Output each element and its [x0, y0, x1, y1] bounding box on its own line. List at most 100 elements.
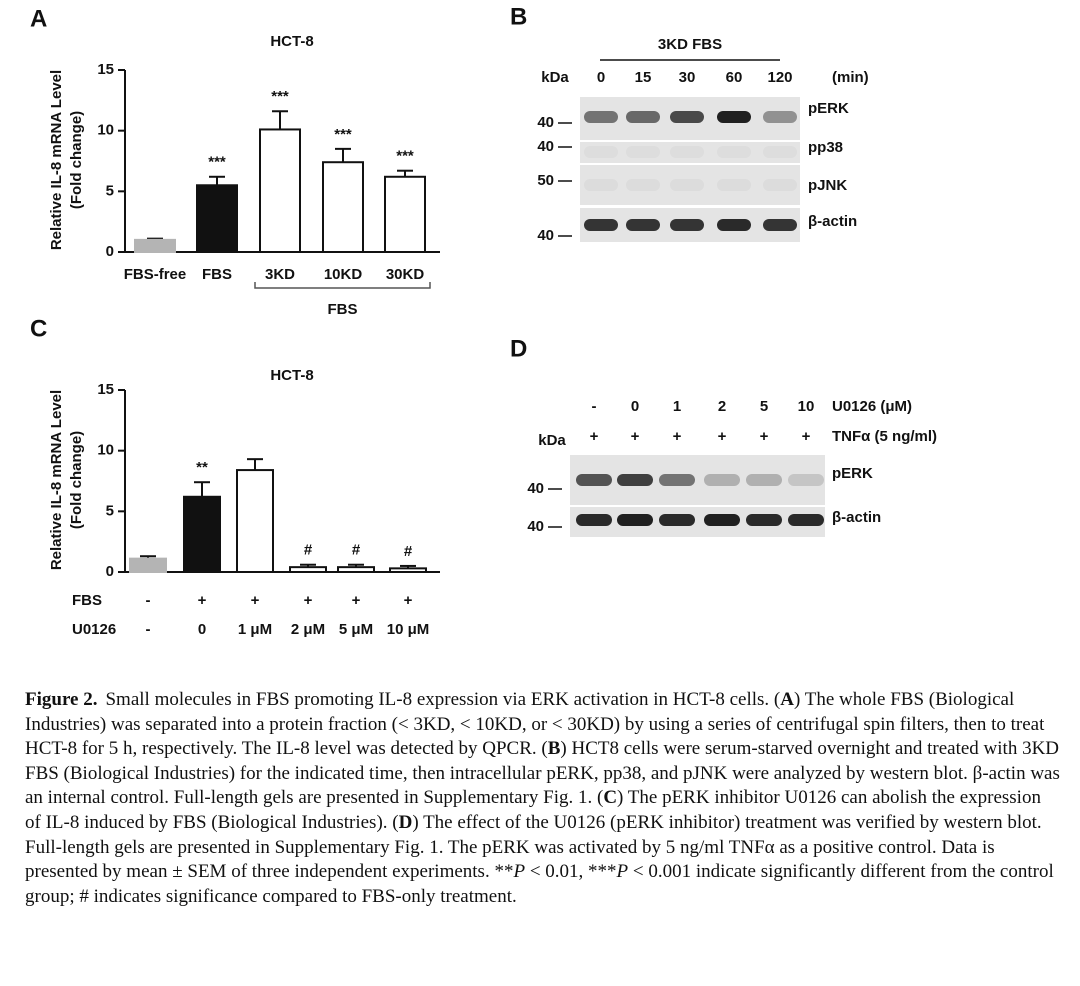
row-value: 1 μM: [238, 621, 272, 638]
y-axis-label: Relative IL-8 mRNA Level: [48, 390, 65, 570]
band: [670, 146, 704, 158]
significance-label: ***: [271, 88, 289, 105]
caption-segment: ) The pERK inhibitor U0126 can abolish t…: [25, 787, 1041, 833]
caption-segment: ) The whole FBS (Biological Industries) …: [25, 689, 1045, 760]
lane-label: +: [673, 428, 682, 445]
significance-label: **: [196, 459, 208, 476]
lane-label: 15: [635, 69, 652, 86]
band: [717, 111, 751, 123]
band: [717, 146, 751, 158]
kda-label: kDa: [541, 69, 569, 86]
band: [584, 111, 618, 123]
lane-label: 5: [760, 398, 768, 415]
x-tick-label: 3KD: [265, 266, 295, 283]
y-tick-label: 5: [106, 182, 114, 199]
lane-label: +: [590, 428, 599, 445]
y-tick-label: 10: [97, 122, 114, 139]
band: [626, 219, 660, 231]
band: [763, 111, 797, 123]
band: [746, 514, 782, 526]
y-tick-label: 15: [97, 381, 114, 398]
band: [763, 219, 797, 231]
x-tick-label: FBS: [202, 266, 232, 283]
lane-label: 1: [673, 398, 681, 415]
row-value: +: [251, 592, 260, 609]
row-value: +: [198, 592, 207, 609]
caption-segment: ) The effect of the U0126 (pERK inhibito…: [25, 811, 1042, 883]
band: [704, 474, 740, 486]
bar: [236, 469, 274, 573]
lane-label: 2: [718, 398, 726, 415]
lane-unit: (min): [832, 69, 869, 86]
caption-segment: Figure 2.: [25, 689, 98, 710]
caption-segment: D: [398, 811, 413, 833]
panel-letter: B: [510, 3, 527, 30]
band: [717, 179, 751, 191]
caption-segment: Small molecules in FBS promoting IL-8 ex…: [105, 689, 781, 710]
y-tick-label: 15: [97, 61, 114, 78]
bar: [384, 175, 426, 253]
bar: [196, 184, 238, 253]
bar: [134, 238, 176, 254]
band: [626, 179, 660, 191]
lane-label: 0: [631, 398, 639, 415]
lane-label: +: [802, 428, 811, 445]
row-value: +: [352, 592, 361, 609]
band: [659, 474, 695, 486]
caption-segment: B: [547, 738, 561, 760]
row-label: pERK: [808, 100, 849, 117]
band: [670, 179, 704, 191]
lane-label: 0: [597, 69, 605, 86]
panel-letter: D: [510, 335, 527, 362]
row-value: -: [146, 621, 151, 638]
y-tick-label: 10: [97, 442, 114, 459]
group-label: FBS: [328, 301, 358, 318]
band: [763, 179, 797, 191]
lane-label: 30: [679, 69, 696, 86]
bar: [389, 567, 427, 573]
band: [576, 514, 612, 526]
band: [763, 146, 797, 158]
marker-label: 40: [527, 480, 544, 497]
bar: [322, 161, 364, 253]
row-value: 5 μM: [339, 621, 373, 638]
row-label: FBS: [72, 592, 102, 609]
marker-label: 40: [527, 518, 544, 535]
caption-segment: ) HCT8 cells were serum-starved overnigh…: [25, 738, 1060, 809]
band: [584, 146, 618, 158]
row-value: 2 μM: [291, 621, 325, 638]
significance-label: #: [404, 543, 413, 560]
lane-label: +: [631, 428, 640, 445]
lane-label: +: [760, 428, 769, 445]
band: [584, 219, 618, 231]
blot-strip: [580, 142, 800, 163]
y-axis-label: (Fold change): [68, 431, 85, 529]
significance-label: #: [352, 542, 361, 559]
lane-label: -: [592, 398, 597, 415]
band: [670, 219, 704, 231]
blot-strip: [570, 507, 825, 537]
caption-segment: P: [513, 861, 526, 883]
blot-strip: [580, 165, 800, 205]
y-tick-label: 0: [106, 563, 114, 580]
caption: Figure 2. Small molecules in FBS promotin…: [25, 688, 1060, 909]
lane-unit: TNFα (5 ng/ml): [832, 428, 937, 445]
caption-segment: A: [780, 689, 794, 710]
significance-label: #: [304, 542, 313, 559]
band: [670, 111, 704, 123]
significance-label: ***: [208, 154, 226, 171]
marker-label: 40: [537, 138, 554, 155]
lane-label: 10: [798, 398, 815, 415]
band: [626, 111, 660, 123]
row-label: pERK: [832, 465, 873, 482]
marker-label: 40: [537, 114, 554, 131]
bar: [259, 128, 301, 254]
y-axis-label: Relative IL-8 mRNA Level: [48, 70, 65, 250]
group-bracket: [254, 282, 431, 289]
panel-letter: C: [30, 315, 47, 342]
lane-label: 60: [726, 69, 743, 86]
band: [788, 514, 824, 526]
row-value: 10 μM: [387, 621, 430, 638]
